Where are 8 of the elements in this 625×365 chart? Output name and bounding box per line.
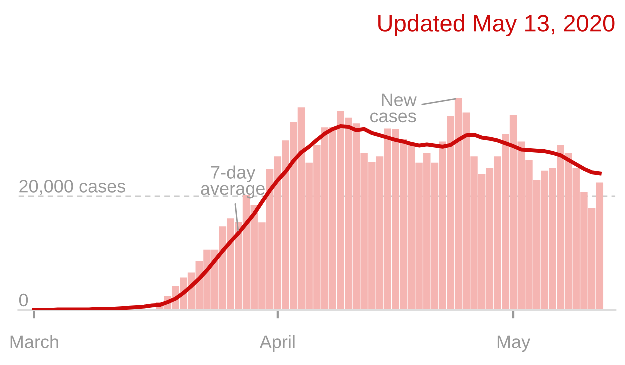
x-tick-label: April	[260, 335, 295, 352]
y-tick-label: 20,000 cases	[20, 180, 126, 195]
series-label: New cases	[370, 94, 417, 123]
chart-title: Updated May 13, 2020	[378, 14, 615, 37]
series-label: 7-day average	[201, 166, 265, 199]
x-tick-label: May	[498, 336, 531, 352]
x-tick-label: March	[10, 335, 58, 349]
y-tick-label: 0	[19, 294, 28, 307]
